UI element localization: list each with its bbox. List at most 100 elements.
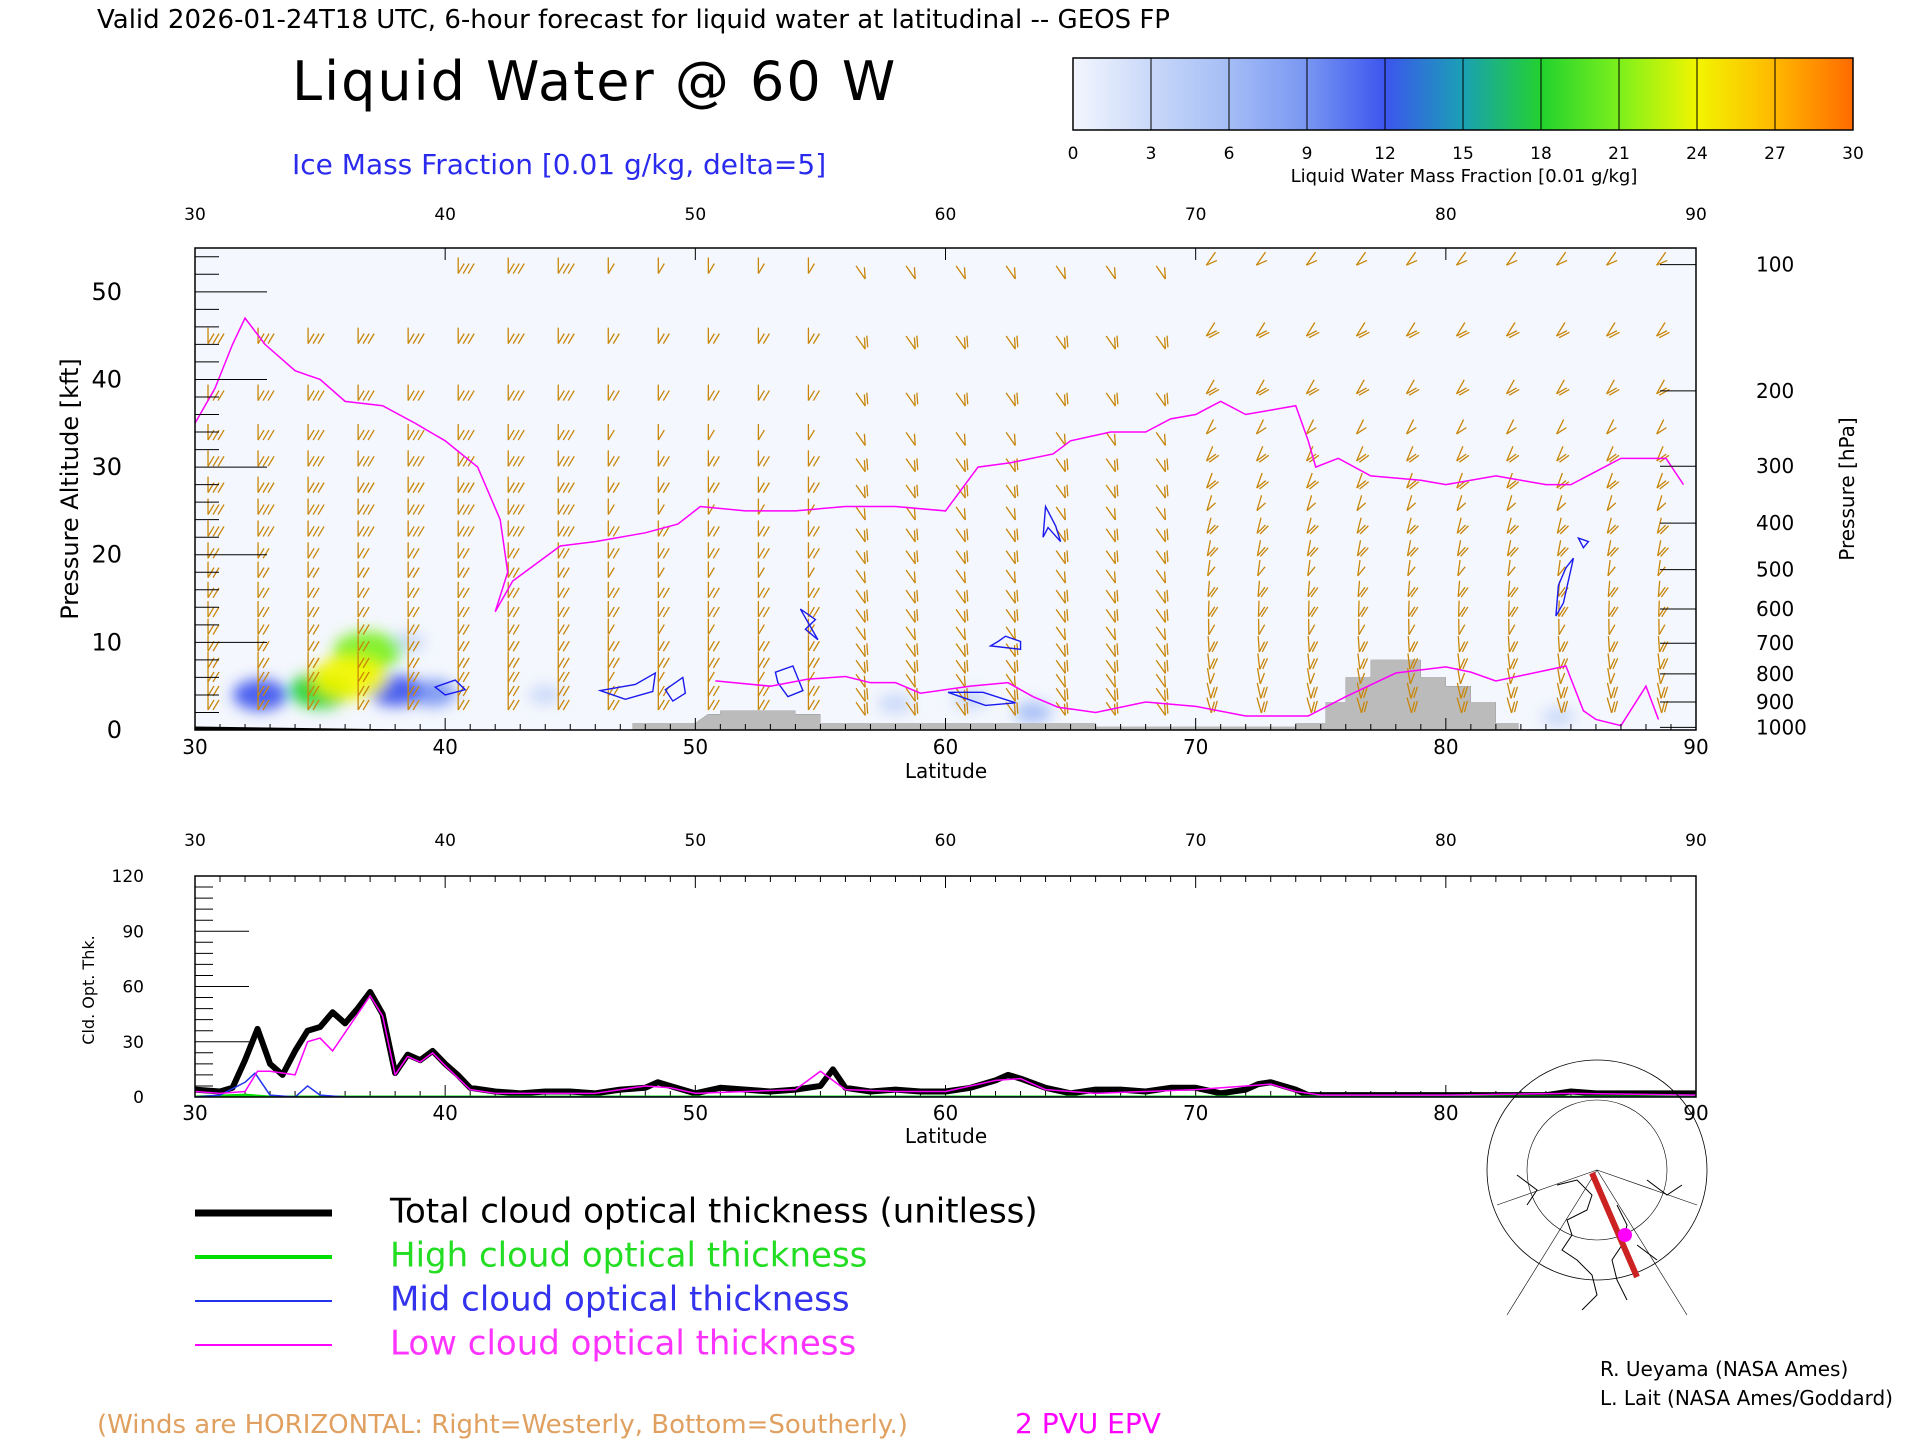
wind-barb (1155, 550, 1169, 565)
wind-barb (1356, 668, 1366, 685)
total-optical-thickness-line (195, 989, 1696, 1097)
wind-barb (507, 679, 520, 697)
wind-barb (1407, 636, 1419, 653)
x-tick-label-bottom: 30 (182, 1101, 207, 1125)
wind-barb (1556, 517, 1569, 535)
winds-note: (Winds are HORIZONTAL: Right=Westerly, B… (97, 1410, 908, 1440)
wind-barb (1005, 609, 1019, 623)
wind-barb (657, 542, 670, 559)
wind-barb (457, 651, 470, 669)
wind-barb (855, 569, 866, 584)
wind-barb (1005, 701, 1019, 716)
ice-contour (988, 635, 1022, 651)
wind-barb (1306, 668, 1316, 685)
wind-barb (807, 693, 820, 711)
wind-barb (905, 431, 916, 446)
wind-barb (1105, 673, 1117, 688)
wind-barb (1207, 559, 1216, 577)
wind-barb (1005, 392, 1019, 407)
wind-barb (757, 327, 770, 344)
colorbar-tick-label: 9 (1302, 144, 1313, 164)
wind-barb (855, 431, 866, 446)
wind-barb (257, 665, 270, 683)
wind-barb (307, 693, 320, 711)
wind-barb (1257, 653, 1269, 670)
wind-barb (707, 581, 720, 599)
wind-barb (1005, 335, 1019, 350)
colorbar: 0 3 6 9 12 15 18 21 24 27 30 (1068, 57, 1864, 164)
wind-barb (757, 476, 770, 493)
wind-barb (1605, 322, 1620, 339)
wind-barb (1355, 322, 1370, 339)
wind-barb (457, 327, 475, 344)
wind-barb (1656, 419, 1667, 435)
x-tick-label-bottom-top: 30 (184, 831, 206, 851)
wind-barb (1507, 636, 1519, 653)
wind-barb (955, 392, 969, 407)
wind-barb (1205, 379, 1220, 396)
wind-barb (955, 643, 969, 658)
wind-barb (1205, 322, 1220, 339)
wind-barb (657, 476, 670, 493)
wind-barb (1456, 517, 1469, 535)
colorbar-tick-label: 30 (1842, 144, 1864, 164)
wind-barb (357, 651, 370, 669)
wind-barb (1207, 580, 1219, 598)
wind-barb (1305, 322, 1320, 339)
wind-barb (557, 257, 575, 274)
wind-barb (757, 665, 765, 683)
wind-barb (855, 528, 869, 543)
wind-barb (1255, 379, 1270, 396)
wind-barb (307, 542, 320, 559)
wind-barb (855, 550, 869, 565)
wind-barb (1455, 322, 1470, 339)
low-optical-thickness-line (195, 994, 1696, 1096)
wind-barb (1005, 431, 1016, 446)
pressure-tick-label: 600 (1756, 597, 1794, 621)
wind-barb (457, 384, 475, 401)
wind-barb (457, 581, 470, 599)
wind-barb (257, 450, 275, 467)
wind-barb (1105, 550, 1119, 565)
wind-barb (1607, 580, 1619, 598)
wind-barb (855, 506, 866, 521)
wind-barb (1506, 495, 1517, 512)
wind-barb (905, 335, 919, 350)
wind-barb (307, 665, 320, 683)
wind-barb (357, 679, 370, 697)
plot-background (195, 248, 1696, 730)
wind-barb (1606, 379, 1620, 396)
wind-barb (457, 601, 470, 618)
wind-barb (1406, 517, 1419, 535)
wind-barb (1507, 559, 1516, 577)
wind-barb (1507, 668, 1516, 685)
pressure-tick-label: 400 (1756, 511, 1794, 535)
y-tick-label: 40 (91, 365, 122, 393)
legend-label-total: Total cloud optical thickness (unitless) (389, 1192, 1038, 1232)
wind-barb (955, 528, 969, 543)
colorbar-segment (1619, 58, 1698, 130)
wind-barb (1055, 484, 1069, 499)
wind-barb (1657, 668, 1666, 685)
wind-barb (1656, 682, 1669, 699)
legend-label-high: High cloud optical thickness (390, 1236, 867, 1276)
wind-barb (807, 327, 820, 344)
wind-barb (1357, 600, 1369, 618)
wind-barb (1607, 668, 1616, 685)
wind-barb (257, 618, 270, 635)
wind-barb (457, 257, 475, 274)
wind-barb (1105, 626, 1117, 641)
wind-barb (1406, 446, 1420, 463)
wind-barb (507, 665, 520, 683)
colorbar-segment (1229, 58, 1308, 130)
x-tick-label-bottom: 50 (683, 1101, 708, 1125)
wind-barb (607, 384, 620, 401)
wind-barb (357, 618, 370, 635)
wind-barb (1457, 636, 1469, 653)
wind-barb (905, 687, 919, 702)
wind-barb (357, 384, 375, 401)
wind-barb (1607, 653, 1619, 670)
x-tick-label-bottom-top: 80 (1435, 831, 1457, 851)
wind-barb (1055, 506, 1066, 521)
wind-barb (357, 542, 370, 559)
